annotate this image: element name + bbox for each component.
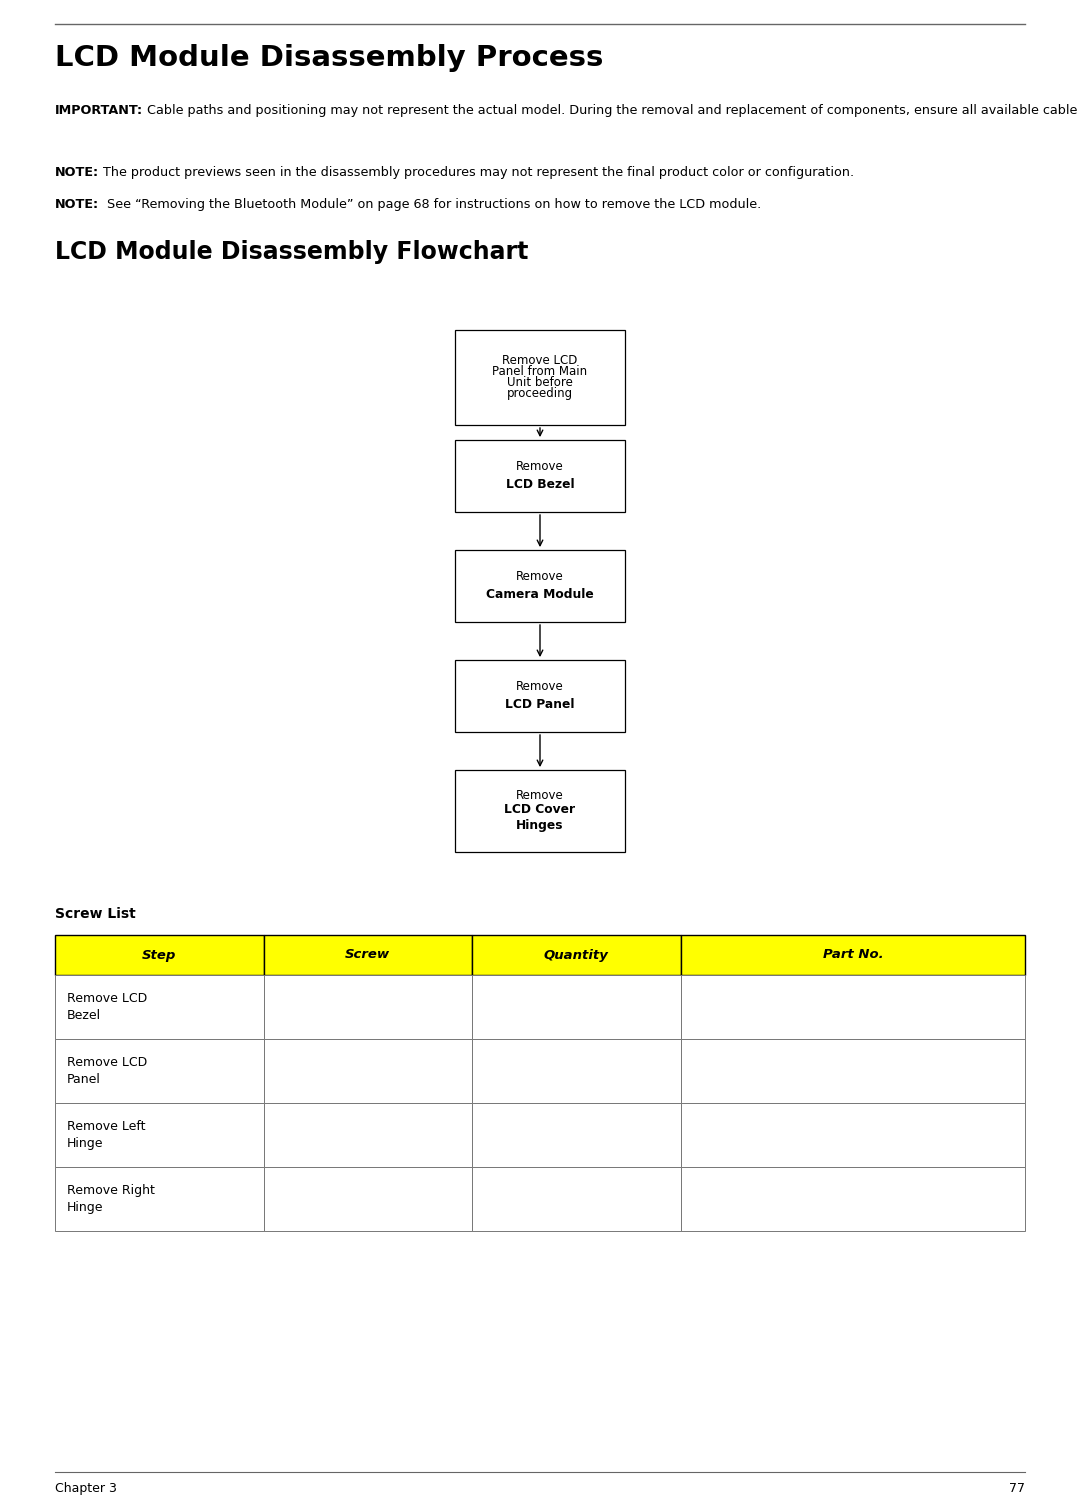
Text: Remove: Remove: [516, 570, 564, 584]
Text: Part No.: Part No.: [823, 948, 883, 962]
Text: See “Removing the Bluetooth Module” on page 68 for instructions on how to remove: See “Removing the Bluetooth Module” on p…: [99, 198, 761, 212]
Bar: [680, 934, 1025, 975]
Text: LCD Cover: LCD Cover: [504, 803, 576, 816]
Bar: [264, 1102, 472, 1167]
Text: Camera Module: Camera Module: [486, 588, 594, 602]
Bar: [680, 1102, 1025, 1167]
Text: NOTE:: NOTE:: [55, 166, 99, 178]
Text: Screw: Screw: [346, 948, 390, 962]
Text: Quantity: Quantity: [544, 948, 609, 962]
Text: Remove: Remove: [516, 461, 564, 473]
Text: Remove LCD
Panel: Remove LCD Panel: [67, 1055, 147, 1086]
Bar: [680, 1039, 1025, 1102]
Text: Remove: Remove: [516, 680, 564, 694]
Bar: [472, 1039, 680, 1102]
Text: Chapter 3: Chapter 3: [55, 1482, 117, 1495]
Bar: [455, 440, 625, 513]
Text: proceeding: proceeding: [507, 387, 573, 401]
Bar: [455, 330, 625, 425]
Text: Remove LCD: Remove LCD: [502, 354, 578, 367]
Bar: [55, 1102, 264, 1167]
Bar: [680, 1167, 1025, 1231]
Bar: [55, 934, 264, 975]
Bar: [264, 975, 472, 1039]
Bar: [55, 975, 264, 1039]
Bar: [264, 1167, 472, 1231]
Bar: [680, 975, 1025, 1039]
Text: NOTE:: NOTE:: [55, 198, 99, 212]
Text: LCD Bezel: LCD Bezel: [505, 478, 575, 491]
Text: Remove: Remove: [516, 789, 564, 801]
Text: LCD Module Disassembly Process: LCD Module Disassembly Process: [55, 44, 604, 73]
Text: 77: 77: [1009, 1482, 1025, 1495]
Text: LCD Panel: LCD Panel: [505, 699, 575, 712]
Bar: [455, 770, 625, 851]
Text: Remove Left
Hinge: Remove Left Hinge: [67, 1120, 146, 1151]
Text: Remove LCD
Bezel: Remove LCD Bezel: [67, 992, 147, 1022]
Text: Unit before: Unit before: [508, 376, 572, 390]
Bar: [472, 975, 680, 1039]
Text: Panel from Main: Panel from Main: [492, 366, 588, 378]
Bar: [472, 934, 680, 975]
Bar: [264, 1039, 472, 1102]
Text: Hinges: Hinges: [516, 820, 564, 833]
Bar: [264, 934, 472, 975]
Bar: [55, 1039, 264, 1102]
Bar: [472, 1102, 680, 1167]
Text: Screw List: Screw List: [55, 907, 136, 921]
Text: Step: Step: [143, 948, 176, 962]
Text: IMPORTANT:: IMPORTANT:: [55, 104, 144, 116]
Bar: [455, 550, 625, 621]
Text: Remove Right
Hinge: Remove Right Hinge: [67, 1184, 154, 1214]
Bar: [472, 1167, 680, 1231]
Bar: [55, 1167, 264, 1231]
Text: LCD Module Disassembly Flowchart: LCD Module Disassembly Flowchart: [55, 240, 528, 265]
Text: The product previews seen in the disassembly procedures may not represent the fi: The product previews seen in the disasse…: [99, 166, 854, 178]
Text: Cable paths and positioning may not represent the actual model. During the remov: Cable paths and positioning may not repr…: [144, 104, 1080, 116]
Bar: [455, 661, 625, 732]
